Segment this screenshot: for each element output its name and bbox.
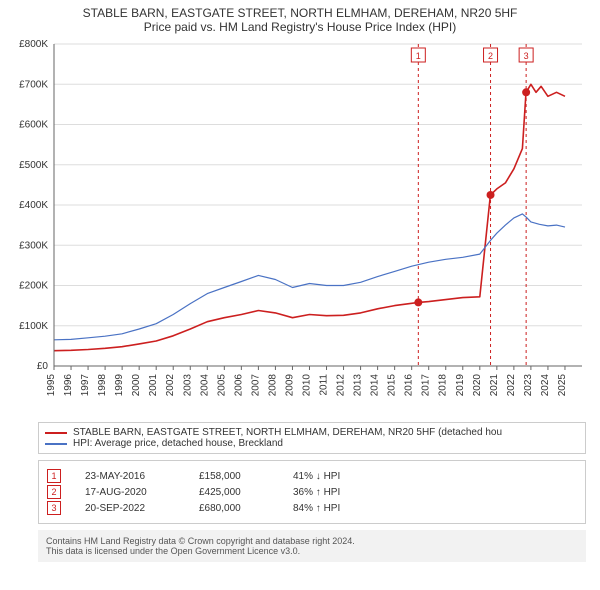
svg-text:£300K: £300K bbox=[19, 240, 48, 251]
svg-text:1: 1 bbox=[416, 51, 421, 61]
legend-label: STABLE BARN, EASTGATE STREET, NORTH ELMH… bbox=[73, 427, 502, 438]
svg-text:£200K: £200K bbox=[19, 281, 48, 292]
svg-text:2007: 2007 bbox=[250, 374, 261, 397]
svg-text:2011: 2011 bbox=[319, 374, 330, 396]
chart-area: £0 £100K £200K £300K £400K £500K £600K £700K £80… bbox=[10, 36, 590, 416]
attribution-footer: Contains HM Land Registry data © Crown c… bbox=[38, 530, 586, 562]
svg-text:£700K: £700K bbox=[19, 79, 48, 90]
svg-text:2021: 2021 bbox=[489, 374, 500, 397]
svg-text:£0: £0 bbox=[37, 361, 49, 372]
svg-text:£400K: £400K bbox=[19, 200, 48, 211]
legend: STABLE BARN, EASTGATE STREET, NORTH ELMH… bbox=[38, 422, 586, 454]
events-table: 1 23-MAY-2016 £158,000 41% ↓ HPI 2 17-AU… bbox=[38, 460, 586, 524]
svg-text:2006: 2006 bbox=[233, 374, 244, 397]
legend-swatch bbox=[45, 432, 67, 434]
event-row: 3 20-SEP-2022 £680,000 84% ↑ HPI bbox=[47, 501, 577, 515]
svg-text:1997: 1997 bbox=[80, 374, 91, 397]
svg-text:2025: 2025 bbox=[557, 374, 568, 397]
svg-text:£800K: £800K bbox=[19, 39, 48, 50]
legend-item-hpi: HPI: Average price, detached house, Brec… bbox=[45, 438, 579, 449]
svg-text:2012: 2012 bbox=[336, 374, 347, 397]
svg-text:2019: 2019 bbox=[455, 374, 466, 397]
event-delta: 36% ↑ HPI bbox=[293, 487, 373, 498]
svg-text:2002: 2002 bbox=[165, 374, 176, 397]
svg-text:£500K: £500K bbox=[19, 160, 48, 171]
svg-text:£600K: £600K bbox=[19, 120, 48, 131]
line-chart-svg: £0 £100K £200K £300K £400K £500K £600K £700K £80… bbox=[10, 36, 590, 416]
footer-line2: This data is licensed under the Open Gov… bbox=[46, 546, 578, 556]
event-delta: 41% ↓ HPI bbox=[293, 471, 373, 482]
event-badge: 1 bbox=[47, 469, 61, 483]
event-date: 23-MAY-2016 bbox=[85, 471, 175, 482]
svg-text:2000: 2000 bbox=[131, 374, 142, 397]
event-row: 2 17-AUG-2020 £425,000 36% ↑ HPI bbox=[47, 485, 577, 499]
svg-text:2008: 2008 bbox=[267, 374, 278, 397]
svg-text:2022: 2022 bbox=[506, 374, 517, 397]
legend-label: HPI: Average price, detached house, Brec… bbox=[73, 438, 283, 449]
svg-text:1998: 1998 bbox=[97, 374, 108, 397]
chart-title-line1: STABLE BARN, EASTGATE STREET, NORTH ELMH… bbox=[10, 6, 590, 20]
event-row: 1 23-MAY-2016 £158,000 41% ↓ HPI bbox=[47, 469, 577, 483]
svg-text:2016: 2016 bbox=[404, 374, 415, 397]
event-date: 20-SEP-2022 bbox=[85, 503, 175, 514]
svg-text:1995: 1995 bbox=[46, 374, 57, 397]
svg-text:2004: 2004 bbox=[199, 374, 210, 397]
event-badge: 2 bbox=[47, 485, 61, 499]
svg-text:2: 2 bbox=[488, 51, 493, 61]
event-delta: 84% ↑ HPI bbox=[293, 503, 373, 514]
svg-text:2009: 2009 bbox=[284, 374, 295, 397]
chart-title-block: STABLE BARN, EASTGATE STREET, NORTH ELMH… bbox=[0, 0, 600, 36]
event-badge: 3 bbox=[47, 501, 61, 515]
svg-text:3: 3 bbox=[524, 51, 529, 61]
event-date: 17-AUG-2020 bbox=[85, 487, 175, 498]
chart-title-line2: Price paid vs. HM Land Registry's House … bbox=[10, 20, 590, 34]
svg-text:2023: 2023 bbox=[523, 374, 534, 397]
svg-text:2005: 2005 bbox=[216, 374, 227, 397]
event-price: £680,000 bbox=[199, 503, 269, 514]
svg-text:2014: 2014 bbox=[370, 374, 381, 397]
svg-text:2013: 2013 bbox=[353, 374, 364, 397]
svg-text:2015: 2015 bbox=[387, 374, 398, 397]
event-price: £158,000 bbox=[199, 471, 269, 482]
svg-text:2017: 2017 bbox=[421, 374, 432, 397]
legend-swatch bbox=[45, 443, 67, 445]
svg-text:2024: 2024 bbox=[540, 374, 551, 397]
legend-item-price-paid: STABLE BARN, EASTGATE STREET, NORTH ELMH… bbox=[45, 427, 579, 438]
svg-text:1999: 1999 bbox=[114, 374, 125, 397]
svg-text:2010: 2010 bbox=[301, 374, 312, 397]
svg-text:2003: 2003 bbox=[182, 374, 193, 397]
svg-text:2018: 2018 bbox=[438, 374, 449, 397]
svg-text:1996: 1996 bbox=[63, 374, 74, 397]
svg-text:2001: 2001 bbox=[148, 374, 159, 397]
event-price: £425,000 bbox=[199, 487, 269, 498]
svg-text:£100K: £100K bbox=[19, 321, 48, 332]
footer-line1: Contains HM Land Registry data © Crown c… bbox=[46, 536, 578, 546]
svg-text:2020: 2020 bbox=[472, 374, 483, 397]
